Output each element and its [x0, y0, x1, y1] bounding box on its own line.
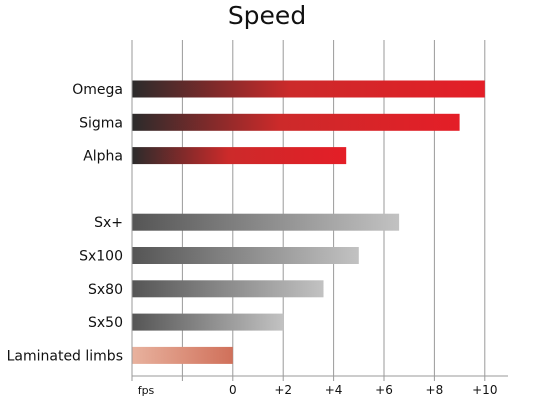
x-tick-label: 0	[229, 383, 237, 397]
bar-sx100	[132, 247, 359, 264]
x-tick-label: +4	[325, 383, 343, 397]
x-tick-label: +2	[274, 383, 292, 397]
bar-sigma	[132, 113, 460, 131]
x-tick-label: +8	[426, 383, 444, 397]
category-label: Omega	[72, 82, 123, 98]
category-label: Laminated limbs	[7, 348, 123, 364]
bar-alpha	[132, 147, 347, 165]
category-label: Sx100	[79, 249, 123, 265]
bar-omega	[132, 80, 485, 98]
category-label: Sx80	[88, 282, 123, 298]
x-axis: 0 +2 +4 +6 +8 +10 fps	[131, 40, 508, 397]
x-tick-label: +6	[375, 383, 393, 397]
bars	[132, 80, 485, 364]
bar-sx-	[132, 213, 400, 231]
bar-laminated-limbs	[132, 346, 233, 364]
category-labels: Omega Sigma Alpha Sx+ Sx100 Sx80 Sx50 Laminated…	[7, 82, 123, 364]
bar-sx50	[132, 313, 284, 331]
category-label: Sigma	[79, 115, 123, 131]
x-tick-label: +10	[472, 383, 497, 397]
category-label: Alpha	[83, 149, 123, 165]
bar-sx80	[132, 280, 324, 298]
x-unit-label: fps	[138, 384, 155, 397]
category-label: Sx50	[88, 315, 123, 331]
chart-title: Speed	[228, 1, 306, 30]
category-label: Sx+	[94, 215, 123, 231]
